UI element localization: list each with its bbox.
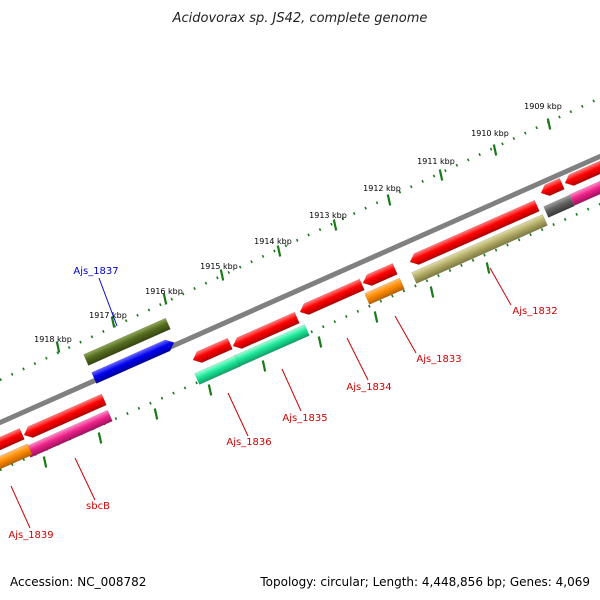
gene-arrow-red[interactable] <box>361 262 398 288</box>
gene-arrow-red[interactable] <box>191 337 233 365</box>
gene-arrow-red[interactable] <box>0 427 25 453</box>
major-tick <box>386 194 392 206</box>
gene-label-ajs-1835[interactable]: Ajs_1835 <box>282 413 327 424</box>
gene-label-ajs-1833[interactable]: Ajs_1833 <box>416 354 461 365</box>
gene-ajs-1837-arrow[interactable] <box>91 337 177 384</box>
major-tick <box>55 341 61 353</box>
major-tick <box>153 408 159 420</box>
gene-arrow-red[interactable] <box>539 177 565 198</box>
major-tick <box>438 169 444 181</box>
genome-title: Acidovorax sp. JS42, complete genome <box>172 11 428 26</box>
genome-summary-text: Topology: circular; Length: 4,448,856 bp… <box>259 575 590 589</box>
accession-text: Accession: NC_008782 <box>10 575 146 589</box>
gene-ajs-1839-arrow[interactable] <box>0 443 33 473</box>
gene-label-ajs-1839[interactable]: Ajs_1839 <box>8 530 53 541</box>
major-tick <box>332 219 338 231</box>
major-tick <box>261 360 267 372</box>
gene-label-ajs-1834[interactable]: Ajs_1834 <box>346 382 391 393</box>
major-tick <box>42 456 48 468</box>
tick-labels: 1909 kbp 1910 kbp 1911 kbp 1912 kbp 1913 kbp… <box>34 102 562 344</box>
callout-line-ajs-1836 <box>227 392 249 437</box>
major-tick <box>110 316 116 328</box>
gene-ajs-1836-arrow[interactable] <box>194 354 241 385</box>
tick-label: 1912 kbp <box>363 184 401 193</box>
major-tick <box>97 432 103 444</box>
gene-label-ajs-1837[interactable]: Ajs_1837 <box>73 266 118 277</box>
callout-line-ajs-1834 <box>346 337 369 381</box>
tick-label: 1916 kbp <box>145 287 183 296</box>
gene-features <box>0 157 600 473</box>
gene-arrow-red[interactable] <box>231 311 300 351</box>
gene-arrow-magenta[interactable] <box>569 177 600 206</box>
callout-line-sbcb <box>74 457 96 501</box>
major-tick <box>219 269 225 281</box>
major-tick <box>276 245 282 257</box>
gene-arrow-red[interactable] <box>22 393 107 440</box>
callout-line-ajs-1839 <box>10 485 31 529</box>
major-tick <box>317 336 323 348</box>
gene-label-sbcb[interactable]: sbcB <box>86 501 110 512</box>
callout-line-ajs-1837 <box>98 277 118 327</box>
gene-arrow-red[interactable] <box>563 157 600 189</box>
gene-label-ajs-1832[interactable]: Ajs_1832 <box>512 306 557 317</box>
tick-label: 1913 kbp <box>309 211 347 220</box>
gene-ajs-1832-body[interactable] <box>411 214 548 284</box>
major-tick <box>162 293 168 305</box>
major-tick <box>207 384 213 396</box>
major-tick <box>485 262 491 274</box>
gene-ajs-1832-arrow[interactable] <box>408 199 540 267</box>
gene-ajs-1833-arrow[interactable] <box>364 277 405 305</box>
gene-ajs-1834-arrow[interactable] <box>298 278 365 317</box>
major-tick <box>546 118 552 130</box>
tick-label: 1917 kbp <box>89 311 127 320</box>
genome-backbone <box>0 153 600 426</box>
gene-callouts: Ajs_1837 Ajs_1832 Ajs_1833 Ajs_1834 Ajs_1835… <box>8 266 557 541</box>
major-tick <box>429 286 435 298</box>
tick-label: 1915 kbp <box>200 262 238 271</box>
major-tick <box>373 311 379 323</box>
callout-line-ajs-1833 <box>394 315 417 354</box>
tick-label: 1909 kbp <box>524 102 562 111</box>
tick-label: 1918 kbp <box>34 335 72 344</box>
gene-label-ajs-1836[interactable]: Ajs_1836 <box>226 437 271 448</box>
callout-line-ajs-1832 <box>489 267 512 306</box>
callout-line-ajs-1835 <box>281 368 302 412</box>
tick-label: 1911 kbp <box>417 157 455 166</box>
tick-label: 1914 kbp <box>254 237 292 246</box>
gene-arrow-olive[interactable] <box>83 317 171 366</box>
gene-arrow-gray[interactable] <box>543 194 575 218</box>
tick-label: 1910 kbp <box>471 129 509 138</box>
major-tick <box>492 144 498 156</box>
